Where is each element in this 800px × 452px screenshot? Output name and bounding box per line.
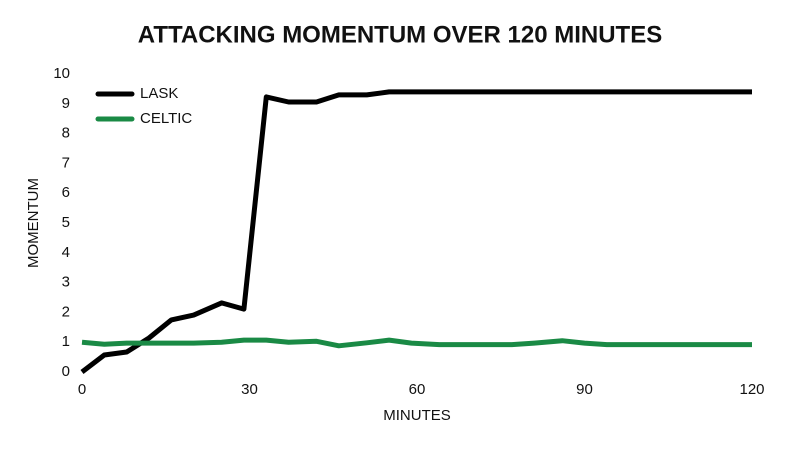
y-tick-label: 8 (62, 125, 70, 142)
y-tick-label: 6 (62, 184, 70, 201)
x-tick-label: 0 (78, 381, 86, 398)
y-tick-label: 0 (62, 363, 70, 380)
y-axis-label: MOMENTUM (25, 178, 42, 268)
y-tick-label: 3 (62, 274, 70, 291)
y-tick-label: 7 (62, 154, 70, 171)
y-tick-label: 5 (62, 214, 70, 231)
y-tick-label: 4 (62, 244, 70, 261)
legend-label: LASK (140, 85, 178, 102)
y-tick-label: 10 (53, 65, 70, 82)
x-axis-label: MINUTES (383, 407, 451, 424)
x-tick-label: 90 (576, 381, 593, 398)
y-tick-label: 2 (62, 303, 70, 320)
chart-title: ATTACKING MOMENTUM OVER 120 MINUTES (138, 21, 662, 48)
y-tick-label: 9 (62, 95, 70, 112)
y-tick-label: 1 (62, 333, 70, 350)
x-tick-label: 30 (241, 381, 258, 398)
legend-label: CELTIC (140, 110, 192, 127)
x-tick-label: 120 (739, 381, 764, 398)
data-line (81, 337, 752, 349)
x-tick-label: 60 (409, 381, 426, 398)
data-line (80, 89, 752, 374)
